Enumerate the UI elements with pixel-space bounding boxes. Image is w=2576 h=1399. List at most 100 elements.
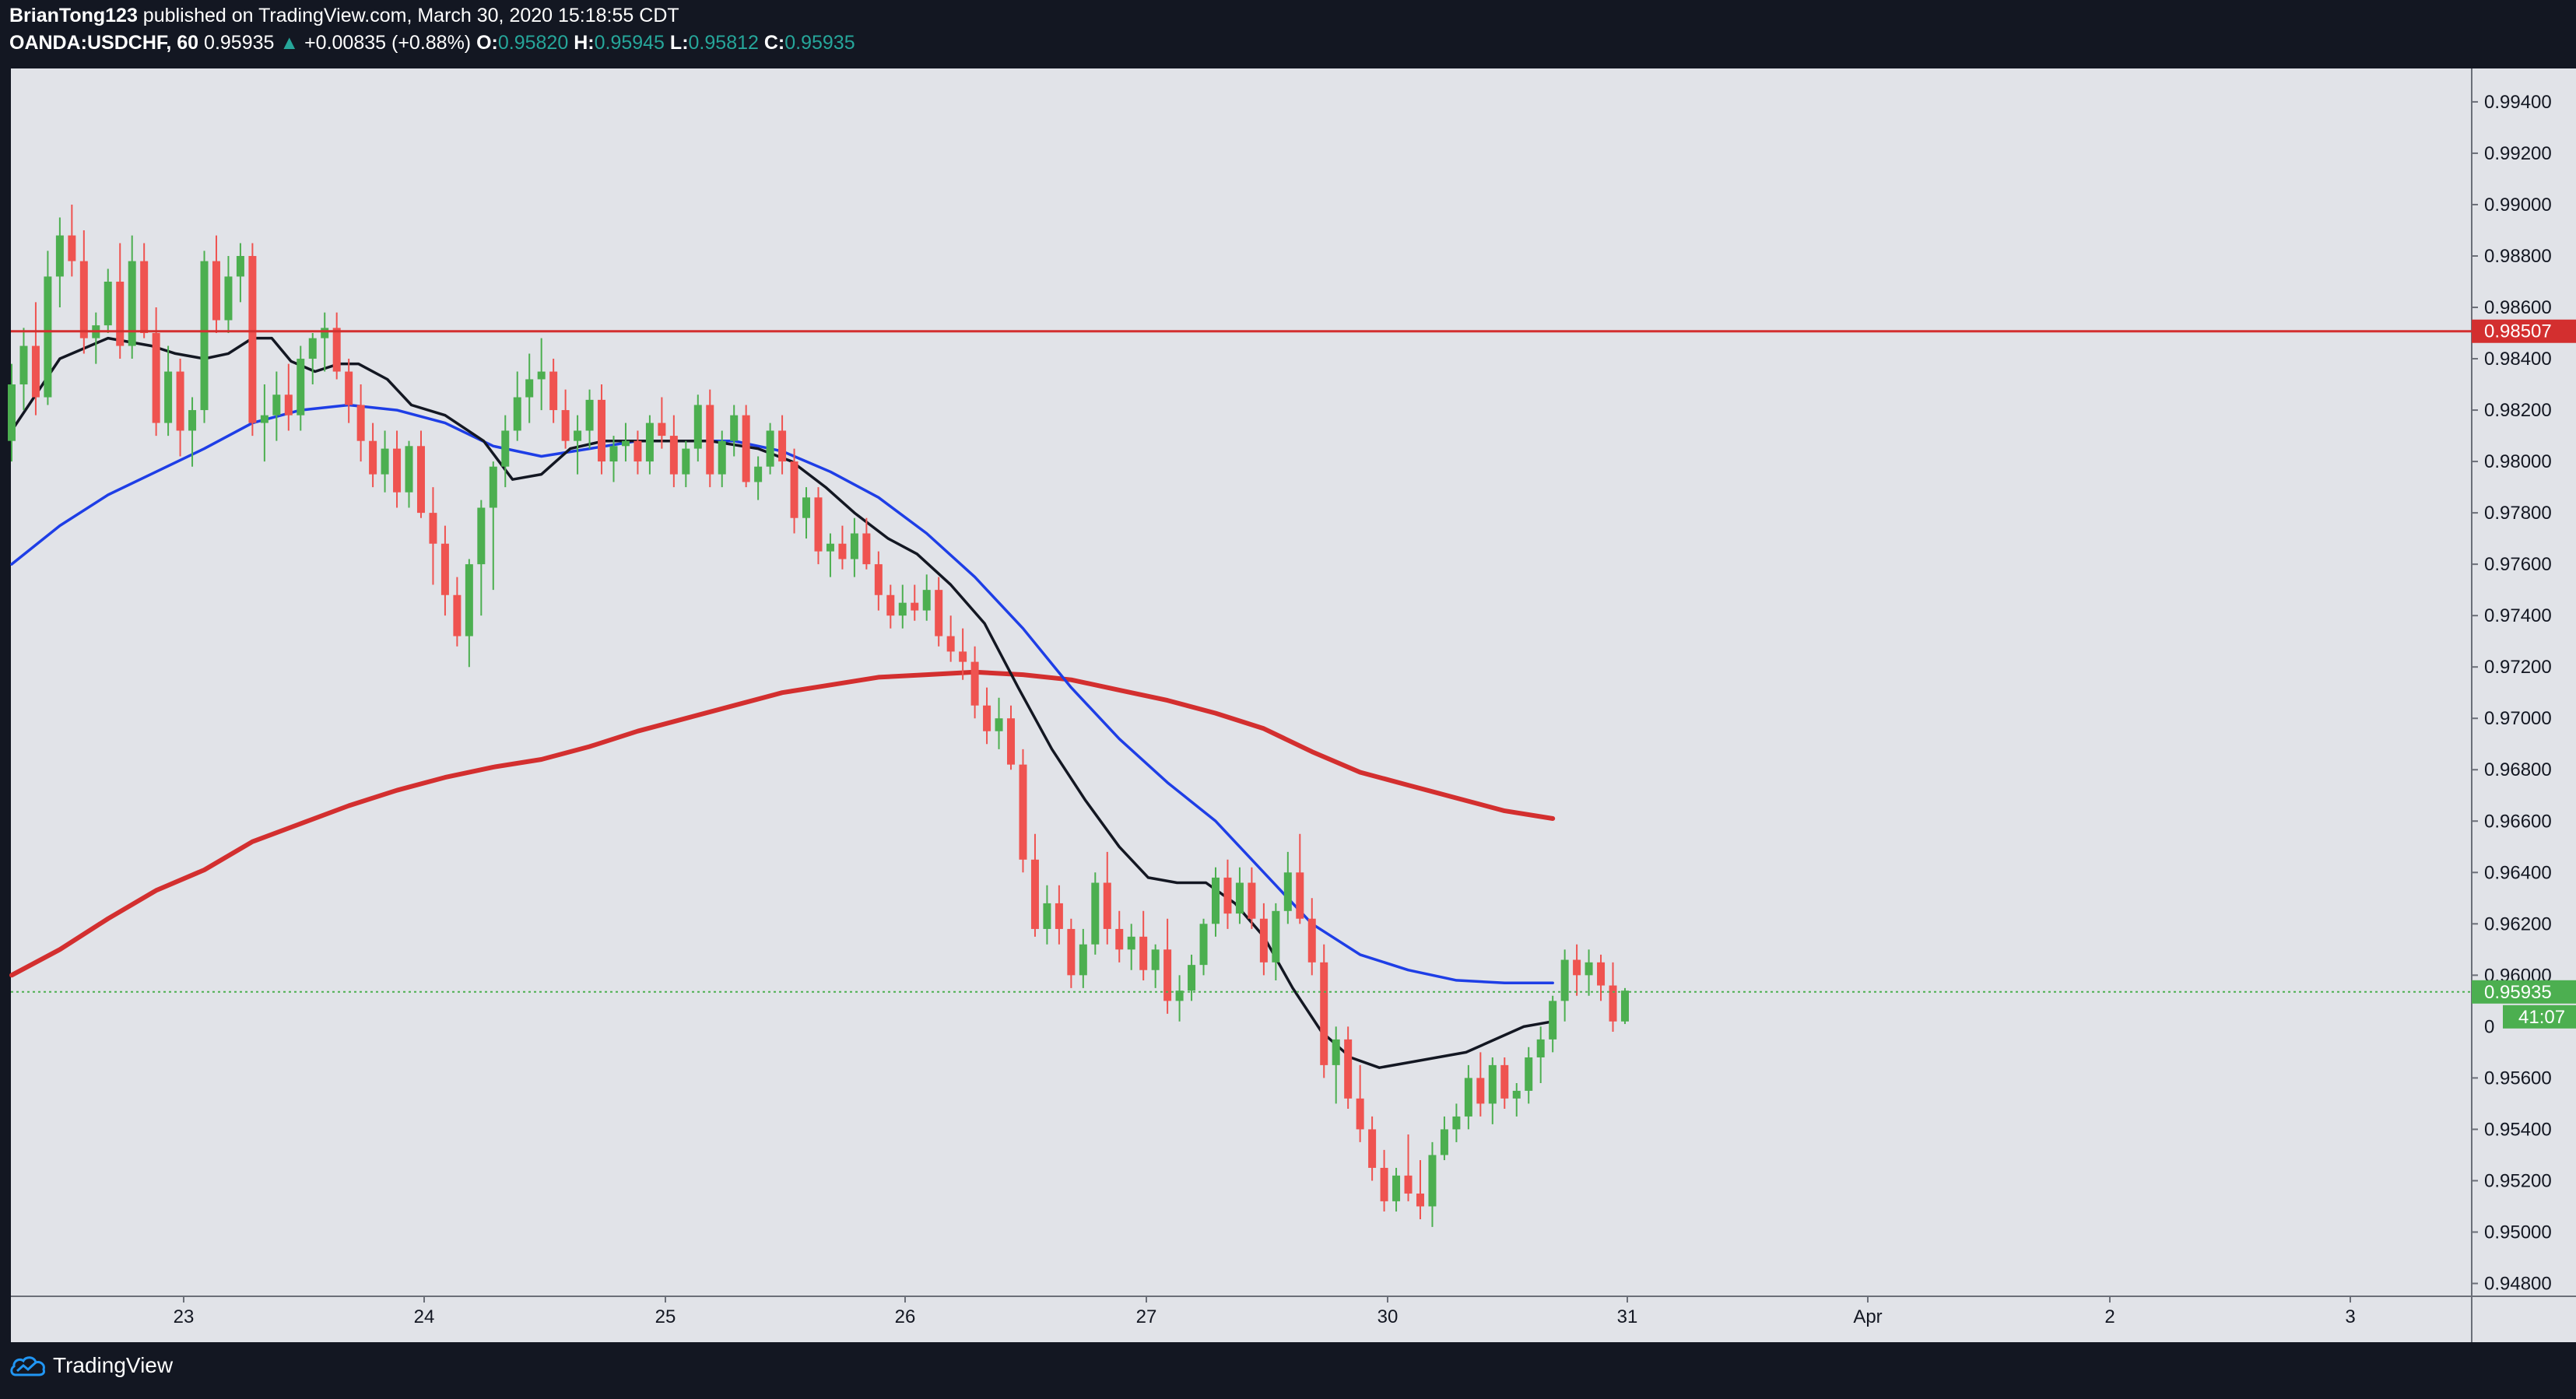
candle-body [1332,1039,1340,1065]
candle-body [995,718,1003,731]
price-tick-label: 0.97000 [2484,708,2552,729]
candle [814,487,823,565]
candle [693,394,702,462]
candle [742,405,750,488]
candle-body [321,328,329,338]
candle-body [1549,1001,1557,1040]
candle-body [1019,764,1027,860]
time-tick-label: 31 [1617,1306,1638,1327]
candle-body [1464,1078,1472,1117]
candle [886,584,895,629]
candle-body [1488,1064,1497,1104]
candle [609,436,618,482]
candle-body [1283,872,1292,911]
candle [1356,1064,1364,1142]
candle [31,302,40,415]
candle [1392,1167,1401,1212]
candle [1320,944,1328,1078]
candle-body [1392,1175,1401,1201]
author-name[interactable]: BrianTong123 [9,5,138,26]
candle [658,397,666,449]
candle-body [706,405,714,475]
candle-body [1091,882,1100,945]
candle [116,243,125,359]
candles-layer [8,204,1629,1227]
candle [959,628,967,680]
candle-body [525,379,534,398]
time-tick-label: 24 [414,1306,435,1327]
candle-body [898,602,907,616]
candle-body [1452,1116,1461,1130]
symbol-name[interactable]: OANDA:USDCHF, 60 [9,32,199,54]
candle [1223,859,1232,929]
candle-body [356,405,365,441]
price-axis-background[interactable] [2472,68,2576,1296]
candle-body [8,384,16,441]
candle [1283,851,1292,924]
ma-fast-line [10,336,1554,1069]
candle [1175,975,1184,1022]
current-price-text: 0.95935 [2484,982,2552,1003]
ma-slow-layer [9,669,1556,978]
price-tick-label: 0.99400 [2484,92,2552,113]
candle [598,384,606,475]
candle-body [970,661,979,706]
candle-body [946,636,955,652]
bar-countdown-text: 41:07 [2518,1007,2565,1028]
candle [1585,949,1593,996]
candle [1512,1082,1521,1117]
candle-body [1620,991,1629,1022]
price-chart[interactable]: 0.99400 0.99200 0.99000 0.98800 0.98600 0.984… [0,0,2576,1342]
candle-body [1404,1175,1413,1194]
candle-body [574,430,582,441]
candle-body [332,328,341,372]
candle [453,577,462,647]
candle-body [1476,1078,1485,1104]
candle [850,517,858,577]
close-value: 0.95935 [784,32,855,54]
candle-body [609,446,618,462]
candle-body [802,497,811,518]
candle [332,312,341,380]
time-axis-background[interactable] [11,1296,2472,1342]
candle-body [31,345,40,398]
candle [104,268,112,334]
candle-body [1597,962,1606,986]
ma-fast-layer [10,336,1554,1069]
candle-body [1356,1098,1364,1130]
candle-body [1440,1129,1448,1155]
candle-body [911,602,919,611]
candle [513,371,521,441]
price-change: +0.00835 (+0.88%) [304,32,472,54]
candle [321,312,329,372]
axis-corner [2472,1296,2576,1342]
candle [1488,1057,1497,1124]
candle [1007,705,1016,770]
candle-body [248,255,257,423]
candle-body [429,513,437,544]
candle-body [561,410,570,441]
candle-body [1573,959,1581,976]
candle [911,584,919,621]
chart-background [11,68,2472,1296]
candle-body [1030,859,1039,929]
candle [621,423,630,462]
candle-body [1272,910,1280,962]
candle [1272,903,1280,980]
candle [416,430,425,518]
candle [440,525,449,616]
price-tick-label: 0.98800 [2484,246,2552,267]
price-tick-label: 0.96400 [2484,862,2552,883]
price-tick-label: 0.96600 [2484,811,2552,832]
candle [995,697,1003,749]
candle-body [730,415,739,441]
candle [477,500,486,616]
candle-body [236,255,244,277]
candle-body [140,261,149,334]
high-label: H: [574,32,595,54]
candle [369,423,377,488]
candle-body [1127,936,1135,950]
candle [236,243,244,303]
tradingview-logo[interactable]: TradingView [9,1353,173,1378]
candle-body [489,466,497,508]
